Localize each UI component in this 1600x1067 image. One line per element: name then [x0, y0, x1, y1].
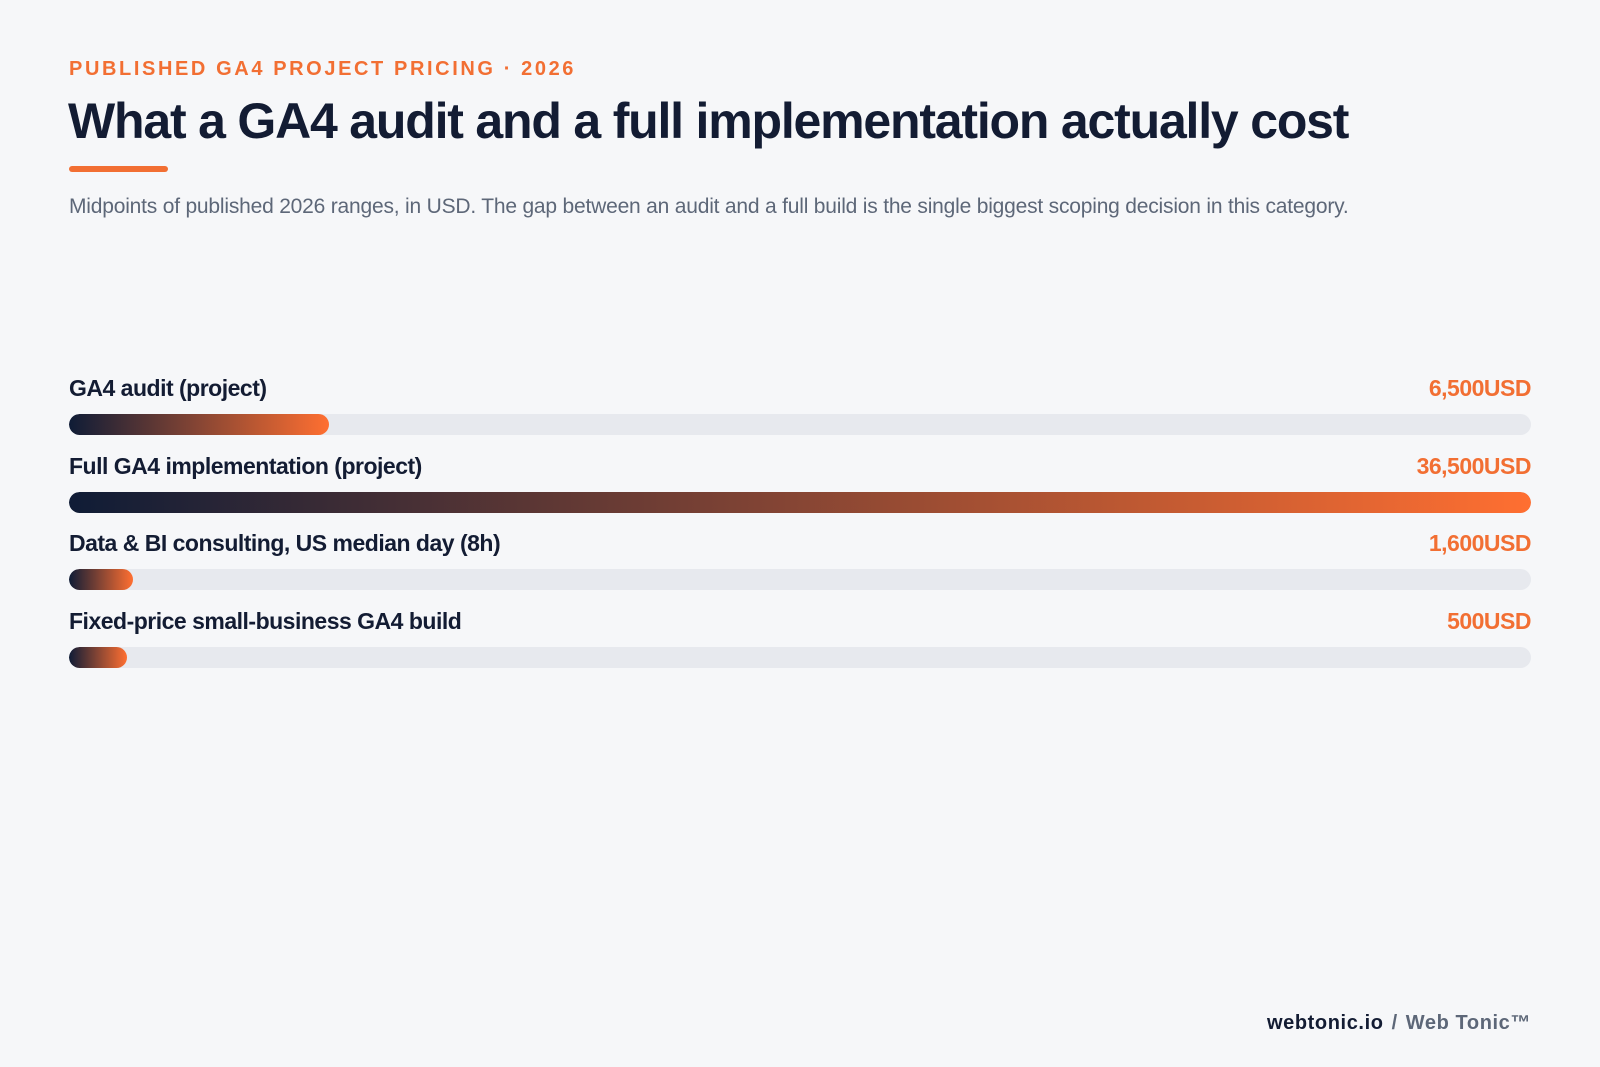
bar-track — [69, 646, 1531, 668]
footer-separator: / — [1391, 1012, 1398, 1034]
bar-label: GA4 audit (project) — [69, 375, 267, 401]
bar-fill — [69, 414, 330, 435]
title-underline — [69, 166, 168, 172]
bar-row: GA4 audit (project) 6,500USD — [69, 375, 1532, 453]
bar-label: Full GA4 implementation (project) — [69, 452, 422, 479]
footer-brand: Web Tonic™ — [1405, 1012, 1531, 1034]
footer-credit: webtonic.io / Web Tonic™ — [1267, 1012, 1531, 1035]
footer-domain: webtonic.io — [1266, 1012, 1384, 1034]
bar-value-label: 500USD — [1447, 607, 1531, 634]
bar-fill — [69, 646, 127, 668]
bar-track — [69, 414, 1531, 435]
bar-fill — [69, 491, 1531, 513]
bar-label: Fixed-price small-business GA4 build — [69, 607, 462, 634]
bar-track — [69, 491, 1531, 513]
bar-row: Data & BI consulting, US median day (8h)… — [69, 530, 1532, 608]
bar-value-label: 36,500USD — [1416, 452, 1532, 479]
bar-track — [69, 569, 1531, 590]
bar-chart: GA4 audit (project) 6,500USD Full GA4 impl… — [69, 375, 1532, 686]
bar-value-label: 6,500USD — [1428, 375, 1532, 401]
chart-eyebrow: PUBLISHED GA4 PROJECT PRICING · 2026 — [69, 58, 577, 80]
chart-subtitle: Midpoints of published 2026 ranges, in U… — [69, 195, 1349, 218]
chart-title: What a GA4 audit and a full implementati… — [68, 93, 1349, 149]
bar-value-label: 1,600USD — [1428, 530, 1532, 556]
bar-row: Full GA4 implementation (project) 36,500U… — [69, 452, 1532, 531]
bar-fill — [69, 569, 134, 590]
bar-label: Data & BI consulting, US median day (8h) — [69, 530, 501, 556]
bar-row: Fixed-price small-business GA4 build 500U… — [69, 608, 1531, 686]
